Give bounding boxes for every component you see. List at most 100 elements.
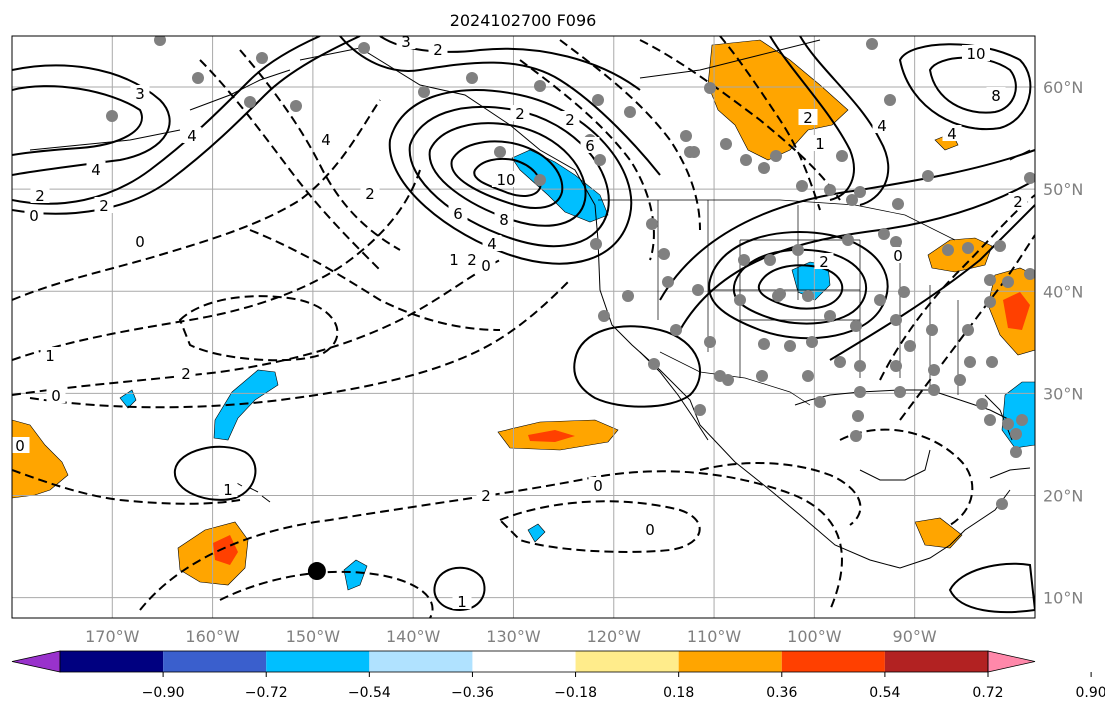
contour-dashed-3 (12, 259, 501, 396)
station-marker (890, 314, 902, 326)
contour-label-bg (510, 105, 530, 121)
station-marker (802, 370, 814, 382)
station-marker (624, 106, 636, 118)
contour-dashed-5 (139, 470, 843, 611)
station-marker (984, 296, 996, 308)
station-marker (290, 100, 302, 112)
contour-label-bg (588, 477, 608, 493)
station-marker (814, 396, 826, 408)
contour-label: 3 (135, 85, 145, 103)
contour-label: 10 (966, 45, 985, 63)
station-marker (1016, 414, 1028, 426)
station-marker (962, 324, 974, 336)
lon-tick-label: 150°W (286, 627, 341, 646)
station-marker (722, 374, 734, 386)
contour-label-bg (316, 131, 336, 147)
contour-label: 2 (433, 41, 443, 59)
contour-high-pacific-4 (450, 140, 564, 209)
lon-tick-label: 140°W (386, 627, 441, 646)
station-marker (534, 80, 546, 92)
contour-jet-east (659, 149, 1035, 301)
contour-label-bg (428, 41, 448, 57)
lon-tick-label: 110°W (687, 627, 742, 646)
contour-label-bg (130, 85, 150, 101)
contour-dashed-1 (12, 99, 381, 301)
colorbar-tick-label: 0.90 (1076, 685, 1105, 701)
station-marker (646, 218, 658, 230)
station-marker (770, 150, 782, 162)
contour-label: 1 (45, 347, 55, 365)
station-marker (852, 410, 864, 422)
colorbar-tick-label: 0.72 (972, 685, 1003, 701)
station-marker (592, 94, 604, 106)
map-title: 2024102700 F096 (450, 11, 597, 30)
contour-label-bg (872, 117, 892, 133)
station-marker (986, 356, 998, 368)
contour-label-bg (94, 197, 114, 213)
contour-label: 8 (499, 211, 509, 229)
station-marker (192, 72, 204, 84)
station-marker (824, 184, 836, 196)
contour-label-bg (360, 185, 380, 201)
contour-low-west-4 (12, 36, 361, 215)
fill-blue-southeast (1001, 381, 1035, 449)
contour-label-bg (182, 127, 202, 143)
contour-label-bg (942, 125, 962, 141)
station-marker (984, 414, 996, 426)
station-marker (942, 244, 954, 256)
map-frame (11, 35, 1036, 619)
contour-label: 2 (1013, 193, 1023, 211)
station-marker (964, 356, 976, 368)
station-marker (1010, 446, 1022, 458)
station-marker (904, 340, 916, 352)
contour-label-bg (176, 365, 196, 381)
colorbar-extend-min (11, 650, 61, 673)
contour-label: 2 (365, 185, 375, 203)
colorbar-bin (472, 651, 576, 672)
colorbar-outline (59, 650, 989, 673)
station-marker (1002, 418, 1014, 430)
station-marker (758, 338, 770, 350)
station-marker (772, 290, 784, 302)
station-marker (836, 150, 848, 162)
station-marker (954, 374, 966, 386)
station-marker (764, 254, 776, 266)
station-marker (984, 274, 996, 286)
coastline-hudson (639, 39, 821, 79)
contour-high-pacific-5 (473, 157, 542, 197)
station-marker (494, 146, 506, 158)
contour-label: 1 (449, 251, 459, 269)
station-marker (928, 384, 940, 396)
lon-tick-label: 90°W (893, 627, 937, 646)
station-marker (738, 254, 750, 266)
station-marker (850, 430, 862, 442)
contour-dashed-19 (219, 570, 434, 618)
station-marker (994, 240, 1006, 252)
contour-label: 10 (496, 171, 515, 189)
colorbar (11, 650, 1036, 673)
station-marker (694, 404, 706, 416)
contour-label: 2 (803, 109, 813, 127)
contour-mexico-low (573, 325, 701, 408)
colorbar-tick-labels: −0.90 −0.72 −0.54 −0.36 −0.18 0.18 0.36 0.54 0.7… (142, 672, 1105, 701)
contour-label-bg (580, 137, 600, 153)
station-marker (854, 186, 866, 198)
contour-label-bg (1008, 193, 1028, 209)
fill-blue-small-1 (119, 389, 137, 409)
station-marker (1024, 172, 1035, 184)
fill-orange-central-america (914, 517, 963, 549)
contour-label: 0 (481, 257, 491, 275)
contour-high-pacific-3 (428, 122, 587, 227)
contour-label: 0 (15, 437, 25, 455)
colorbar-tick-label: −0.54 (348, 685, 391, 701)
station-marker (692, 284, 704, 296)
station-marker (358, 42, 370, 54)
contour-label: 2 (819, 253, 829, 271)
coastline-yucatan (859, 449, 931, 481)
lat-tick-label: 60°N (1043, 78, 1083, 97)
contour-dashed-15 (879, 194, 1035, 381)
contour-jet-east-2 (679, 179, 1035, 331)
contour-northern-trough (339, 36, 661, 176)
contour-dashed-14 (719, 36, 821, 211)
station-marker (688, 146, 700, 158)
